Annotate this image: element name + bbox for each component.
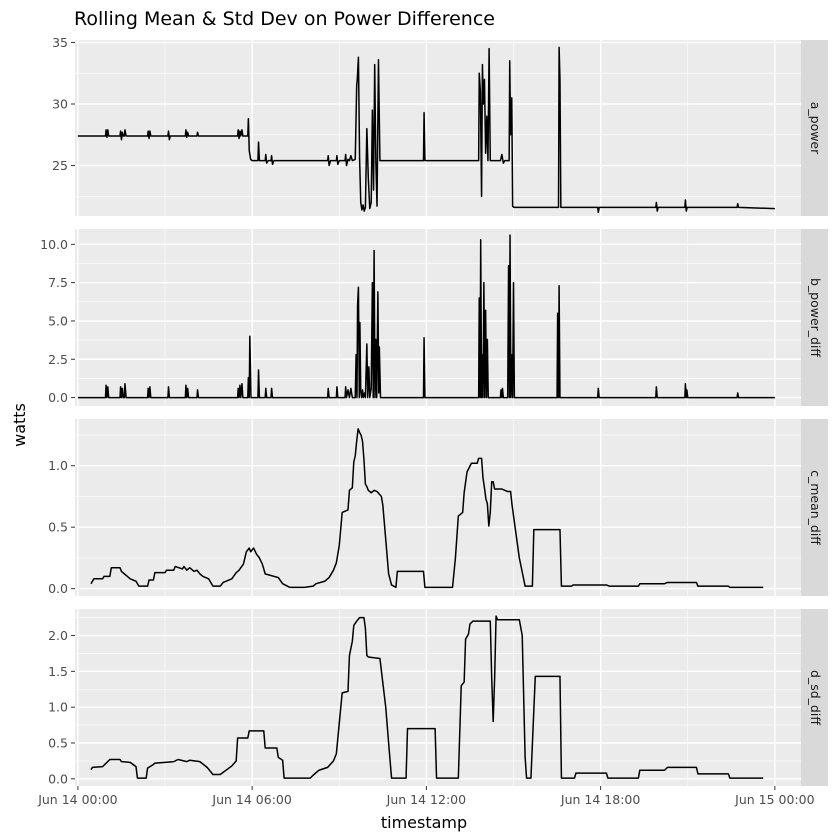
y-tick-label: 5.0 [48, 313, 68, 328]
y-tick-label: 25 [52, 158, 68, 173]
facet-panels: 25 30 35 a_power 0.0 2.5 5.0 7.5 10.0 b_power_dif… [40, 35, 828, 786]
panel-d_sd_diff: 0.0 0.5 1.0 1.5 2.0 d_sd_diff [48, 609, 828, 786]
y-tick-label: 1.0 [48, 700, 68, 715]
panel-c_mean_diff: 0.0 0.5 1.0 c_mean_diff [48, 419, 828, 596]
panel-background [75, 229, 801, 406]
facet-label: c_mean_diff [808, 470, 823, 545]
series-line-b_power_diff [77, 234, 775, 399]
panel-background [75, 419, 801, 596]
y-tick-label: 1.5 [48, 664, 68, 679]
facet-strip [801, 229, 828, 406]
chart-title: Rolling Mean & Std Dev on Power Differen… [74, 8, 495, 30]
panel-a_power: 25 30 35 a_power [52, 35, 828, 216]
facet-strip [801, 609, 828, 786]
y-tick-label: 35 [52, 35, 68, 50]
y-tick-label: 0.0 [48, 581, 68, 596]
y-tick-label: 2.0 [48, 628, 68, 643]
facet-label: b_power_diff [808, 278, 823, 357]
y-tick-label: 2.5 [48, 352, 68, 367]
series-line-a_power [77, 46, 775, 214]
y-axis-title: watts [10, 403, 29, 447]
facet-label: d_sd_diff [808, 670, 823, 725]
y-tick-label: 1.0 [48, 458, 68, 473]
x-axis-title: timestamp [381, 813, 467, 832]
y-tick-label: 30 [52, 97, 68, 112]
y-tick-label: 0.0 [48, 771, 68, 786]
facet-label: a_power [808, 102, 823, 155]
x-tick-label: Jun 14 00:00 [37, 792, 117, 807]
x-tick-label: Jun 14 12:00 [386, 792, 466, 807]
x-tick-label: Jun 14 06:00 [211, 792, 291, 807]
series-line-c_mean_diff [90, 428, 764, 589]
panel-background [75, 609, 801, 786]
facet-strip [801, 40, 828, 216]
panel-background [75, 40, 801, 216]
y-tick-label: 0.5 [48, 736, 68, 751]
x-tick-label: Jun 14 18:00 [560, 792, 640, 807]
x-axis: Jun 14 00:00 Jun 14 06:00 Jun 14 12:00 Jun … [37, 786, 815, 807]
facet-strip [801, 419, 828, 596]
series-line-d_sd_diff [90, 615, 764, 779]
y-tick-label: 7.5 [48, 275, 68, 290]
x-tick-label: Jun 15 00:00 [734, 792, 814, 807]
panel-b_power_diff: 0.0 2.5 5.0 7.5 10.0 b_power_diff [40, 229, 828, 406]
y-tick-label: 0.5 [48, 520, 68, 535]
y-tick-label: 10.0 [40, 237, 68, 252]
y-tick-label: 0.0 [48, 390, 68, 405]
